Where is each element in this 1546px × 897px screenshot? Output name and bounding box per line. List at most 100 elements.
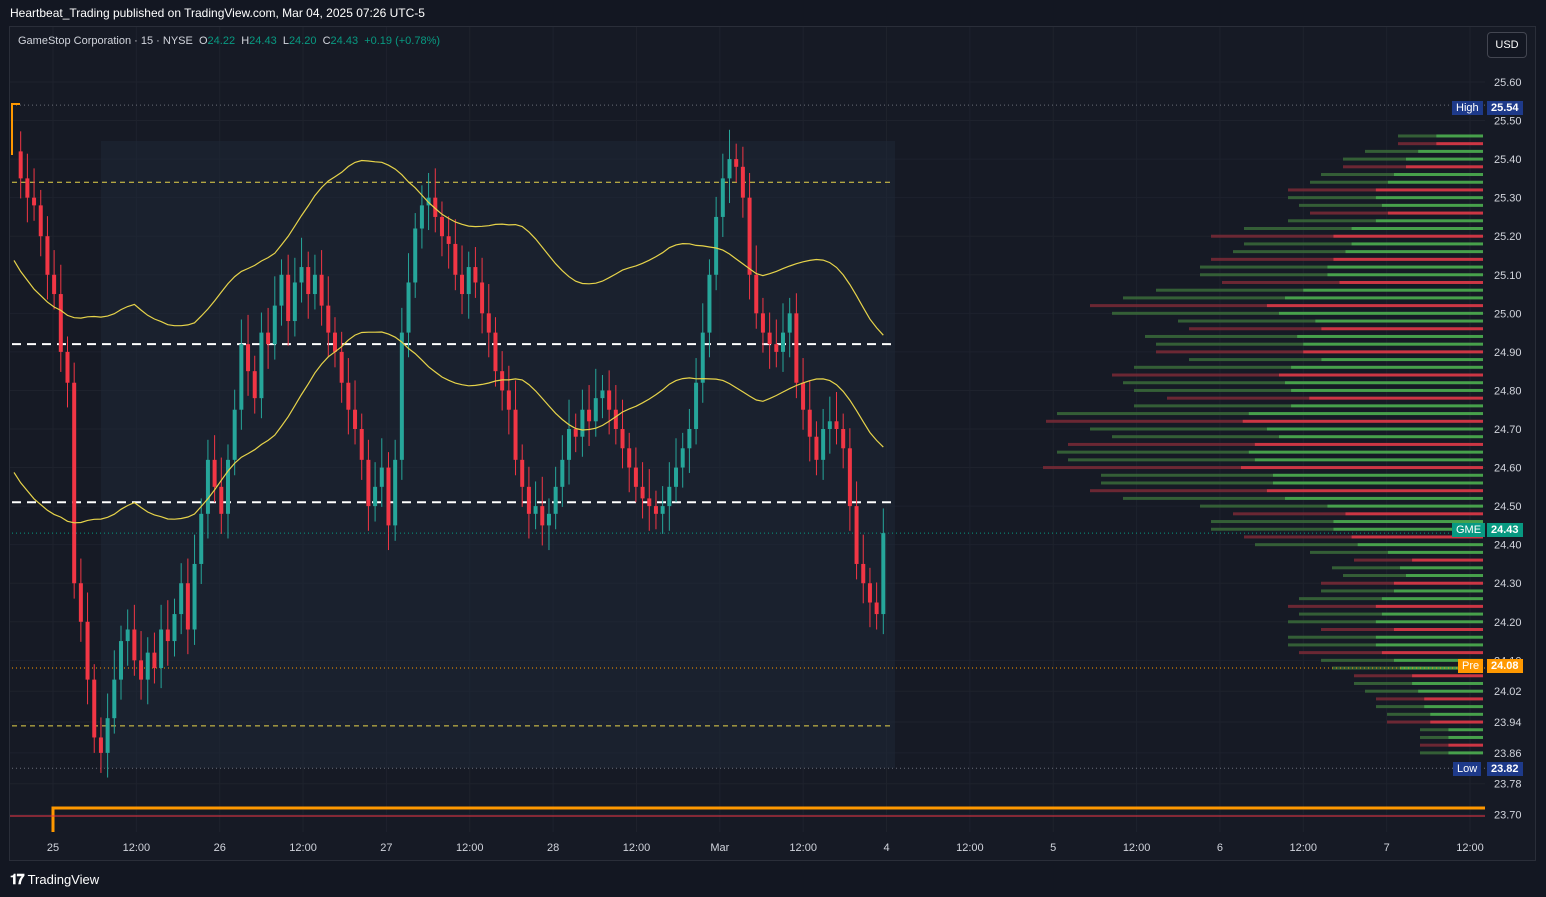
candle-body [660, 506, 665, 514]
candle-body [359, 429, 364, 460]
vp-bin [1354, 558, 1413, 562]
vp-bin [1101, 473, 1273, 477]
vp-bin [1351, 227, 1483, 230]
candle-body [45, 236, 50, 275]
open-label: O [198, 35, 208, 47]
vp-bin [1291, 388, 1483, 392]
vp-bin [1310, 211, 1388, 215]
vp-bin [1090, 489, 1267, 493]
candle-body [787, 313, 792, 333]
vp-bin [1285, 496, 1483, 500]
vp-bin [1299, 651, 1382, 655]
time-tick-label: 7 [1384, 842, 1390, 854]
time-tick-label: 4 [883, 842, 889, 854]
vp-bin [1068, 442, 1255, 446]
vp-bin [1285, 381, 1483, 385]
candle-body [279, 274, 284, 306]
candle-body [647, 498, 652, 507]
time-tick-label: 12:00 [456, 842, 484, 854]
vp-bin [1412, 681, 1483, 685]
vp-bin [1321, 327, 1483, 331]
candle-body [881, 533, 886, 615]
candle-body [781, 332, 786, 352]
footer-brand[interactable]: 𝟏𝟕 TradingView [10, 871, 99, 888]
vwap-upper-band [13, 159, 884, 336]
vp-bin [1399, 566, 1483, 570]
vp-bin [1375, 604, 1483, 608]
candle-body [506, 390, 511, 410]
candle-body [179, 583, 184, 615]
vp-bin [1375, 219, 1483, 223]
vp-bin [1375, 643, 1483, 647]
candle-body [707, 274, 712, 333]
candle-body [286, 274, 291, 322]
vp-bin [1090, 427, 1267, 431]
vp-bin [1387, 720, 1431, 724]
vp-bin [1057, 412, 1249, 416]
price-tick-label: 23.94 [1494, 717, 1522, 729]
candle-body [593, 398, 598, 422]
vp-bin [1244, 242, 1352, 246]
price-tick-label: 24.60 [1494, 463, 1522, 475]
vp-bin [1222, 280, 1340, 284]
vp-bin [1420, 728, 1449, 732]
candle-body [600, 390, 605, 399]
candle-body [92, 679, 97, 738]
candle-body [573, 429, 578, 437]
candle-body [727, 159, 732, 179]
candle-body [734, 159, 739, 167]
vp-bin [1200, 265, 1328, 269]
vp-bin [1387, 712, 1431, 716]
vp-bin [1387, 550, 1483, 554]
vp-bin [1211, 234, 1334, 238]
vp-bin [1288, 620, 1376, 624]
candle-body [232, 409, 237, 460]
vp-bin [1303, 342, 1483, 346]
vp-bin [1333, 520, 1483, 524]
time-tick-label: 12:00 [623, 842, 651, 854]
currency-button[interactable]: USD [1487, 32, 1527, 58]
price-tick-label: 25.50 [1494, 116, 1522, 128]
candle-body [700, 332, 705, 383]
candle-body [339, 351, 344, 383]
vp-bin [1327, 273, 1483, 277]
vp-bin [1278, 435, 1483, 439]
candle-body [433, 197, 438, 217]
orange-marker-line [51, 806, 1485, 832]
vp-bin [1406, 157, 1483, 161]
time-tick-label: 27 [380, 842, 392, 854]
vp-bin [1285, 296, 1483, 300]
open-value: 24.22 [207, 35, 236, 47]
candle-body [139, 660, 144, 680]
vp-bin [1393, 628, 1483, 631]
candle-body [533, 506, 538, 514]
pre-price-tag: 24.08 [1487, 659, 1523, 673]
vp-bin [1375, 188, 1483, 192]
time-axis: 25 12:00 26 12:00 27 12:00 28 12:00 Mar 12:00 4 12:… [47, 842, 1484, 854]
vp-bin [1393, 658, 1483, 662]
price-tick-label: 24.90 [1494, 347, 1522, 359]
candle-body [807, 409, 812, 437]
candle-body [32, 197, 37, 206]
candle-body [774, 344, 779, 352]
orange-line [10, 103, 1485, 832]
vp-bin [1291, 404, 1483, 408]
high-label: H [241, 35, 250, 47]
candle-body [292, 282, 297, 322]
vp-bin [1057, 450, 1249, 454]
candle-body [714, 216, 719, 275]
vp-bin [1272, 473, 1483, 477]
candle-body [653, 506, 658, 514]
candle-body [225, 459, 230, 514]
price-tick-label: 25.40 [1494, 154, 1522, 166]
vp-bin [1430, 712, 1483, 716]
close-value: 24.43 [330, 35, 359, 47]
vp-bin [1321, 358, 1483, 362]
candle-body [854, 506, 859, 564]
vp-bin [1418, 149, 1483, 153]
vp-bin [1123, 496, 1285, 500]
candle-body [413, 228, 418, 283]
time-tick-label: 12:00 [289, 842, 317, 854]
candle-body [419, 205, 424, 229]
